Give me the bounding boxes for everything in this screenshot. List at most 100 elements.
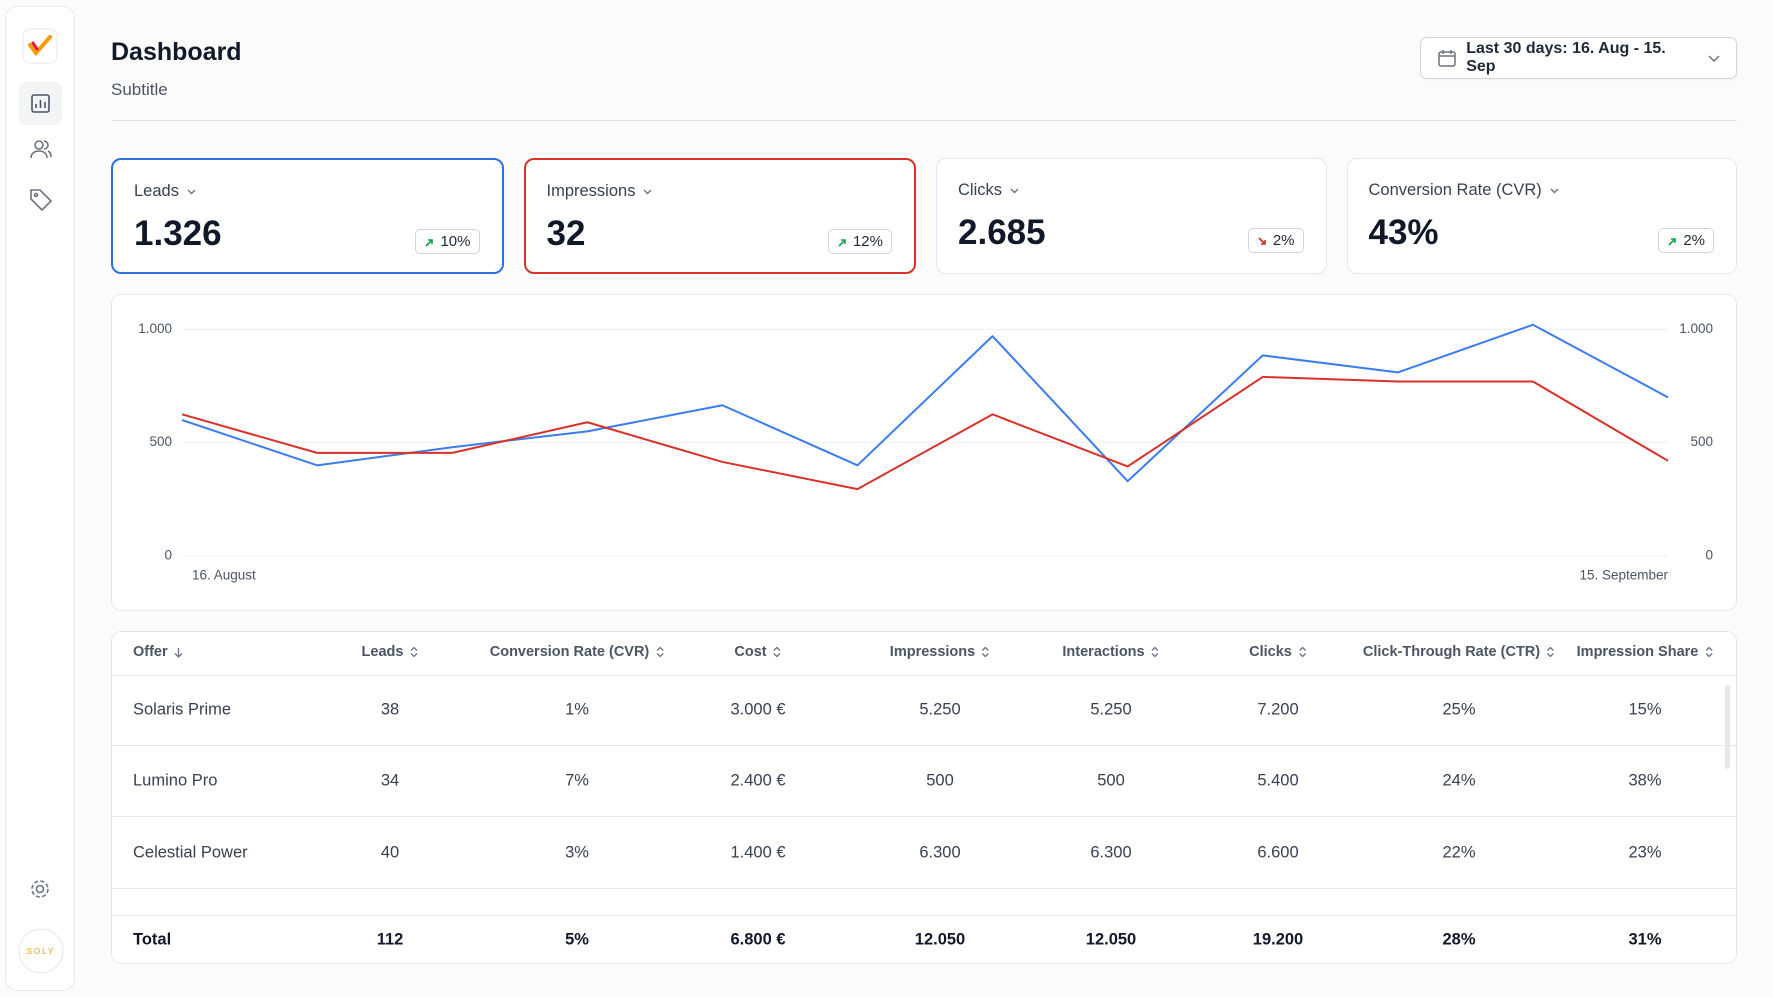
kpi-label-text: Impressions bbox=[546, 182, 636, 200]
kpi-dropdown bbox=[1549, 185, 1560, 196]
nav-users[interactable] bbox=[30, 140, 52, 159]
column-header[interactable]: Impressions bbox=[890, 644, 990, 660]
sort-icon bbox=[1151, 646, 1160, 658]
kpi-card[interactable]: Conversion Rate (CVR) 43% 2% bbox=[1346, 158, 1737, 274]
column-header-text: Clicks bbox=[1249, 644, 1292, 660]
column-header[interactable]: Cost bbox=[734, 644, 781, 660]
table-cell: 34 bbox=[381, 772, 399, 791]
table-cell: 24% bbox=[1442, 772, 1475, 791]
kpi-label: Conversion Rate (CVR) bbox=[1369, 181, 1560, 200]
kpi-label-text: Conversion Rate (CVR) bbox=[1368, 181, 1542, 199]
kpi-change-value: 2% bbox=[1683, 232, 1705, 249]
table-cell-text: 7.200 bbox=[1257, 700, 1299, 719]
table-cell: 500 bbox=[926, 772, 954, 791]
table-cell-text: 40 bbox=[380, 843, 400, 862]
kpi-change: 2% bbox=[1658, 228, 1714, 253]
sidebar-icons: SOLY bbox=[18, 28, 64, 974]
total-cell: 112 bbox=[377, 931, 404, 950]
nav-tags[interactable] bbox=[30, 189, 53, 212]
table-cell: 3% bbox=[565, 844, 589, 863]
column-header[interactable]: Leads bbox=[362, 644, 419, 660]
table-cell: 38 bbox=[381, 701, 399, 720]
column-header-text: Impression Share bbox=[1576, 644, 1699, 660]
kpi-card[interactable]: Impressions 32 12% bbox=[523, 158, 916, 274]
logo-check bbox=[28, 35, 52, 57]
kpi-change: 10% bbox=[415, 229, 480, 254]
table-cell-text: 24% bbox=[1442, 771, 1476, 790]
nav-dashboard[interactable] bbox=[31, 94, 50, 113]
x-tick-label: 15. September bbox=[1579, 568, 1668, 583]
trend-arrow bbox=[424, 237, 434, 247]
kpi-row: Leads 1.326 10% Impressions 32 12% Clicks 2.685… bbox=[111, 158, 1737, 274]
total-cell-text: 112 bbox=[376, 930, 404, 949]
date-range-picker[interactable]: Last 30 days: 16. Aug - 15. Sep bbox=[1420, 37, 1737, 79]
table-cell: 1.400 € bbox=[730, 844, 785, 863]
table-cell-text: 500 bbox=[926, 771, 954, 790]
total-cell-text: 12.050 bbox=[914, 930, 966, 949]
sort-icon bbox=[1704, 646, 1713, 658]
logo-accent bbox=[31, 41, 39, 51]
date-range-label: Last 30 days: 16. Aug - 15. Sep bbox=[1466, 40, 1666, 75]
kpi-label: Clicks bbox=[958, 181, 1020, 200]
kpi-label: Impressions bbox=[547, 182, 654, 201]
column-header[interactable]: Impression Share bbox=[1577, 644, 1714, 660]
table-cell-text: 2.400 € bbox=[730, 771, 786, 790]
table-cell-text: 6.300 bbox=[1090, 843, 1132, 862]
table-cell: 22% bbox=[1442, 844, 1475, 863]
nav-settings[interactable] bbox=[31, 880, 49, 898]
table-cell: 2.400 € bbox=[730, 772, 785, 791]
total-cell: 12.050 bbox=[1086, 931, 1136, 950]
kpi-card[interactable]: Leads 1.326 10% bbox=[111, 158, 504, 274]
sort-icon bbox=[1298, 646, 1307, 658]
table-cell: Lumino Pro bbox=[133, 772, 217, 791]
total-cell: 6.800 € bbox=[730, 931, 785, 950]
chevron bbox=[1708, 55, 1720, 63]
table-cell-text: 15% bbox=[1628, 700, 1662, 719]
brand: SOLY bbox=[27, 947, 56, 956]
table-cell: 7.200 bbox=[1257, 701, 1298, 720]
table-cell-text: 7% bbox=[565, 771, 589, 790]
row-divider bbox=[112, 816, 1736, 817]
x-tick-label: 16. August bbox=[192, 568, 256, 583]
table-cell: 15% bbox=[1628, 701, 1661, 720]
kpi-value: 43% bbox=[1368, 213, 1439, 252]
table-cell: 5.250 bbox=[1090, 701, 1131, 720]
column-header[interactable]: Conversion Rate (CVR) bbox=[490, 644, 665, 660]
page-subtitle: Subtitle bbox=[111, 80, 168, 99]
avatar[interactable] bbox=[18, 928, 64, 974]
total-cell: 19.200 bbox=[1253, 931, 1303, 950]
column-header[interactable]: Interactions bbox=[1062, 644, 1159, 660]
table-cell-text: Celestial Power bbox=[133, 843, 248, 862]
sort-icon bbox=[1546, 646, 1555, 658]
kpi-card[interactable]: Clicks 2.685 2% bbox=[936, 158, 1327, 274]
kpi-change-value: 2% bbox=[1272, 232, 1295, 249]
table-cell-text: 38% bbox=[1628, 771, 1662, 790]
chart-card: 0 500 1.000 0 500 1.000 16. August 15. Septembe… bbox=[111, 294, 1737, 611]
table-cell: 40 bbox=[381, 844, 399, 863]
table-cell: 25% bbox=[1442, 701, 1475, 720]
table-cell-text: 5.250 bbox=[919, 700, 961, 719]
table-cell-text: 5.250 bbox=[1090, 700, 1132, 719]
sort-icon bbox=[409, 646, 418, 658]
table-cell: 23% bbox=[1628, 844, 1661, 863]
row-divider bbox=[112, 915, 1736, 916]
total-cell-text: 31% bbox=[1628, 930, 1662, 949]
kpi-dropdown bbox=[642, 186, 653, 197]
column-header[interactable]: Click-Through Rate (CTR) bbox=[1363, 644, 1555, 660]
table-cell-text: 6.300 bbox=[919, 843, 961, 862]
table-cell-text: 3.000 € bbox=[730, 700, 786, 719]
total-cell-text: 19.200 bbox=[1252, 930, 1304, 949]
kpi-value: 1.326 bbox=[134, 214, 222, 253]
column-header[interactable]: Offer bbox=[133, 644, 183, 660]
kpi-label-text: Leads bbox=[134, 182, 179, 200]
total-cell: 31% bbox=[1628, 931, 1661, 950]
y2-tick-label: 500 bbox=[1690, 434, 1713, 449]
column-header-text: Impressions bbox=[889, 644, 976, 660]
column-header[interactable]: Clicks bbox=[1249, 644, 1307, 660]
table-cell-text: 1% bbox=[565, 700, 589, 719]
table-cell-text: 1.400 € bbox=[730, 843, 786, 862]
sort-icon bbox=[174, 647, 183, 658]
table-cell: 6.300 bbox=[919, 844, 960, 863]
line-series bbox=[181, 323, 1669, 483]
